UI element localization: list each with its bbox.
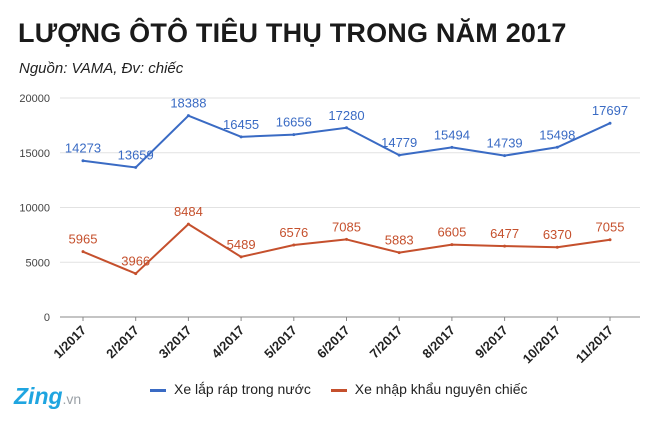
data-label: 7055 [596, 220, 625, 235]
data-point [555, 245, 559, 249]
data-point [345, 126, 348, 130]
data-point [608, 121, 612, 125]
data-point [239, 135, 243, 139]
data-point [450, 145, 454, 149]
logo-main: Zing [14, 383, 63, 409]
data-label: 5489 [227, 237, 256, 252]
data-point [450, 243, 454, 247]
data-point [397, 153, 401, 157]
data-label: 5965 [69, 232, 98, 247]
x-tick-label: 2/2017 [103, 323, 142, 362]
data-label: 7085 [332, 219, 361, 234]
data-point [292, 243, 296, 247]
x-tick-label: 5/2017 [261, 323, 300, 362]
data-point [292, 133, 296, 137]
chart-legend: Xe lắp ráp trong nước Xe nhập khẩu nguyê… [150, 381, 544, 397]
data-point [81, 159, 85, 163]
legend-swatch-imported [330, 388, 347, 392]
data-point [503, 154, 507, 158]
y-tick-label: 10000 [19, 203, 50, 215]
data-point [608, 238, 612, 242]
x-tick-label: 8/2017 [419, 323, 458, 362]
x-tick-label: 3/2017 [156, 323, 195, 362]
data-point [186, 222, 190, 226]
data-label: 6477 [490, 226, 519, 241]
chart-subtitle: Nguồn: VAMA, Đv: chiếc [19, 60, 184, 77]
data-point [555, 145, 559, 149]
x-tick-label: 10/2017 [520, 323, 564, 367]
data-label: 14779 [381, 135, 417, 150]
data-label: 17280 [328, 108, 364, 123]
data-label: 3966 [121, 254, 150, 269]
data-point [134, 165, 138, 169]
y-tick-label: 20000 [19, 93, 50, 105]
legend-item-imported: Xe nhập khẩu nguyên chiếc [330, 381, 528, 397]
zing-logo: Zing.vn [14, 383, 81, 410]
data-point [134, 272, 138, 276]
y-tick-label: 5000 [26, 257, 50, 269]
data-label: 13659 [118, 147, 154, 162]
data-label: 16455 [223, 117, 259, 132]
data-label: 14739 [487, 136, 523, 151]
data-point [239, 255, 243, 259]
legend-label-imported: Xe nhập khẩu nguyên chiếc [354, 381, 528, 397]
data-label: 15494 [434, 127, 470, 142]
data-label: 17697 [592, 103, 628, 118]
x-tick-label: 1/2017 [50, 323, 89, 362]
x-tick-label: 6/2017 [314, 323, 353, 362]
data-point [503, 244, 507, 248]
chart-title: LƯỢNG ÔTÔ TIÊU THỤ TRONG NĂM 2017 [18, 18, 567, 48]
data-label: 8484 [174, 204, 203, 219]
series-line-assembled [82, 114, 611, 169]
data-label: 5883 [385, 233, 414, 248]
x-tick-label: 4/2017 [208, 323, 247, 362]
x-tick-label: 11/2017 [573, 323, 616, 366]
data-point [186, 114, 190, 118]
data-point [397, 251, 401, 255]
data-label: 14273 [65, 141, 101, 156]
data-point [81, 250, 85, 254]
logo-suffix: .vn [62, 391, 82, 407]
data-label: 18388 [170, 96, 206, 111]
data-label: 6370 [543, 227, 572, 242]
legend-label-assembled: Xe lắp ráp trong nước [174, 381, 311, 397]
data-label: 6576 [279, 225, 308, 240]
x-tick-label: 7/2017 [367, 323, 406, 362]
data-point [345, 237, 348, 241]
y-tick-label: 15000 [19, 148, 50, 160]
data-label: 6605 [437, 225, 466, 240]
legend-item-assembled: Xe lắp ráp trong nước [150, 381, 311, 397]
legend-swatch-assembled [150, 388, 166, 392]
y-tick-label: 0 [44, 312, 50, 324]
x-tick-label: 9/2017 [472, 323, 511, 362]
data-label: 16656 [276, 115, 312, 130]
data-label: 15498 [539, 127, 575, 142]
